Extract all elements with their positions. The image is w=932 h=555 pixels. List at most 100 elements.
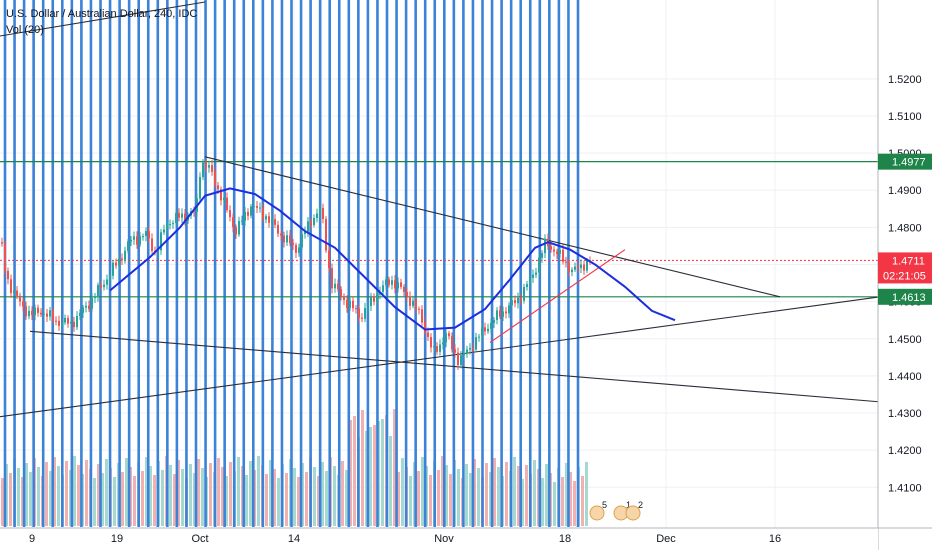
volume-bar — [469, 473, 472, 526]
volume-bar — [49, 471, 52, 526]
candle-body — [7, 270, 9, 280]
candle-body — [166, 224, 168, 230]
candle-body — [37, 307, 39, 313]
volume-bar — [553, 482, 556, 526]
candle-body — [385, 279, 387, 286]
volume-bar — [401, 458, 404, 526]
candle-body — [106, 279, 108, 285]
candle-body — [397, 282, 399, 289]
candle-body — [142, 236, 144, 238]
volume-bar — [353, 416, 356, 526]
candle-body — [136, 236, 138, 245]
candle-body — [25, 306, 27, 317]
volume-bar — [177, 460, 180, 526]
candle-body — [52, 310, 54, 321]
candle-body — [145, 231, 147, 237]
event-marker-count: 2 — [638, 500, 643, 510]
candle-body — [70, 321, 72, 324]
x-tick-label: Dec — [656, 533, 676, 545]
candle-body — [253, 206, 255, 208]
candle-body — [265, 216, 267, 220]
event-marker-icon — [589, 505, 605, 521]
grid-lines — [0, 0, 878, 528]
candle-body — [43, 313, 45, 315]
volume-bar — [513, 457, 516, 526]
candle-body — [421, 309, 423, 323]
volume-bar — [129, 467, 132, 526]
volume-bar — [373, 425, 376, 526]
volume-bar — [97, 464, 100, 526]
volume-bar — [189, 464, 192, 526]
event-marker-icon — [625, 505, 641, 521]
candle-body — [406, 291, 408, 297]
volume-bar — [505, 462, 508, 526]
volume-bar — [573, 481, 576, 526]
candle-countdown-label: 02:21:05 — [883, 270, 926, 282]
candle-body — [445, 333, 447, 343]
candle-body — [508, 305, 510, 314]
x-tick-label: 16 — [769, 533, 781, 545]
candle-body — [127, 241, 129, 251]
candle-body — [550, 246, 552, 250]
volume-bar — [437, 470, 440, 526]
candle-body — [586, 260, 588, 271]
candle-body — [46, 313, 48, 317]
candle-body — [268, 216, 270, 223]
candle-body — [571, 269, 573, 273]
volume-bar — [489, 472, 492, 526]
volume-bar — [1, 478, 4, 526]
candle-body — [373, 296, 375, 302]
candle-body — [31, 310, 33, 316]
volume-bar — [389, 436, 392, 526]
candle-body — [148, 231, 150, 239]
candle-body — [415, 300, 417, 309]
level-label: 1.4977 — [892, 157, 926, 169]
candle-body — [331, 268, 333, 289]
volume-bar — [525, 465, 528, 526]
volume-bar — [141, 471, 144, 526]
level-label-box — [878, 288, 932, 305]
candle-body — [532, 274, 534, 278]
volume-bar — [397, 472, 400, 526]
candle-body — [163, 229, 165, 233]
volume-bar — [225, 476, 228, 526]
volume-bar — [477, 468, 480, 526]
candle-body — [502, 311, 504, 317]
candle-body — [256, 206, 258, 208]
volume-bar — [333, 466, 336, 526]
volume-bar — [297, 477, 300, 526]
candle-body — [157, 250, 159, 252]
volume-bar — [53, 457, 56, 526]
candle-body — [130, 239, 132, 242]
candle-body — [319, 207, 321, 214]
moving-average-line — [109, 187, 676, 331]
candle-body — [427, 332, 429, 338]
candle-body — [493, 320, 495, 323]
candle-body — [343, 296, 345, 301]
volume-bar — [449, 474, 452, 526]
candle-body — [358, 308, 360, 318]
candle-body — [322, 207, 324, 219]
candle-body — [511, 300, 513, 306]
candle-body — [559, 249, 561, 254]
candle-body — [529, 277, 531, 285]
candle-body — [289, 235, 291, 244]
trendline-lower — [29, 330, 881, 403]
volume-bar — [217, 458, 220, 526]
candle-body — [514, 300, 516, 304]
volume-bar — [125, 458, 128, 526]
volume-bar — [25, 463, 28, 526]
candle-body — [409, 296, 411, 306]
volume-bar — [565, 463, 568, 526]
candle-body — [88, 305, 90, 309]
candle-body — [49, 310, 51, 317]
volume-bar — [5, 464, 8, 526]
volume-bar — [45, 462, 48, 526]
volume-bar — [101, 473, 104, 526]
level-label: 1.4613 — [892, 292, 926, 304]
candle-body — [355, 308, 357, 310]
candle-body — [475, 337, 477, 350]
x-tick-label: 14 — [288, 533, 300, 545]
